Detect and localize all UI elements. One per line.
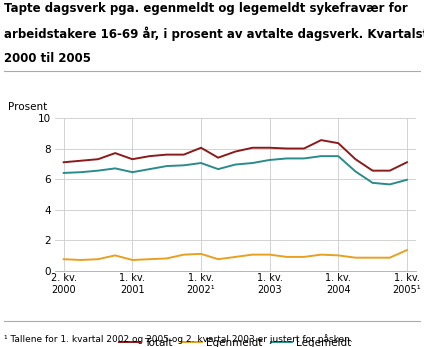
Totalt [233,150,238,154]
Egenmeldt [250,253,255,257]
Legemeldt [353,169,358,174]
Totalt [147,154,152,158]
Totalt [387,169,392,173]
Text: arbeidstakere 16-69 år, i prosent av avtalte dagsverk. Kvartalstall.: arbeidstakere 16-69 år, i prosent av avt… [4,27,424,41]
Legemeldt [181,163,187,167]
Totalt [404,160,410,164]
Egenmeldt [404,248,410,252]
Legemeldt [216,167,221,171]
Totalt [250,146,255,150]
Legemeldt [387,182,392,186]
Line: Legemeldt: Legemeldt [64,156,407,184]
Totalt [318,138,324,142]
Totalt [216,155,221,160]
Egenmeldt [267,253,272,257]
Legemeldt [318,154,324,158]
Egenmeldt [353,256,358,260]
Legemeldt [336,154,341,158]
Line: Egenmeldt: Egenmeldt [64,250,407,260]
Totalt [164,153,169,157]
Legend: Totalt, Egenmeldt, Legemeldt: Totalt, Egenmeldt, Legemeldt [115,334,355,347]
Egenmeldt [61,257,66,261]
Totalt [284,146,289,151]
Legemeldt [404,178,410,182]
Totalt [113,151,118,155]
Legemeldt [267,158,272,162]
Egenmeldt [198,252,204,256]
Egenmeldt [336,253,341,257]
Text: Tapte dagsverk pga. egenmeldt og legemeldt sykefravær for: Tapte dagsverk pga. egenmeldt og legemel… [4,2,408,15]
Text: Prosent: Prosent [8,102,47,112]
Egenmeldt [387,256,392,260]
Legemeldt [130,170,135,174]
Egenmeldt [284,255,289,259]
Legemeldt [113,166,118,170]
Legemeldt [284,156,289,161]
Totalt [61,160,66,164]
Totalt [336,141,341,145]
Totalt [181,153,187,157]
Legemeldt [147,167,152,171]
Egenmeldt [181,253,187,257]
Legemeldt [95,169,100,173]
Legemeldt [233,162,238,167]
Totalt [267,146,272,150]
Egenmeldt [233,255,238,259]
Egenmeldt [147,257,152,261]
Egenmeldt [216,257,221,261]
Legemeldt [78,170,84,174]
Egenmeldt [164,256,169,261]
Totalt [95,157,100,161]
Egenmeldt [318,253,324,257]
Text: 2000 til 2005: 2000 til 2005 [4,52,91,65]
Legemeldt [370,181,375,185]
Totalt [370,169,375,173]
Totalt [78,159,84,163]
Text: ¹ Tallene for 1. kvartal 2002 og 2005 og 2. kvartal 2003 er justert for påsken.: ¹ Tallene for 1. kvartal 2002 og 2005 og… [4,334,353,344]
Legemeldt [164,164,169,168]
Legemeldt [198,161,204,165]
Totalt [198,146,204,150]
Egenmeldt [130,258,135,262]
Egenmeldt [301,255,307,259]
Egenmeldt [113,253,118,257]
Legemeldt [250,161,255,165]
Egenmeldt [95,257,100,261]
Totalt [130,157,135,161]
Totalt [353,157,358,161]
Line: Totalt: Totalt [64,140,407,171]
Egenmeldt [370,256,375,260]
Legemeldt [61,171,66,175]
Totalt [301,146,307,151]
Legemeldt [301,156,307,161]
Egenmeldt [78,258,84,262]
